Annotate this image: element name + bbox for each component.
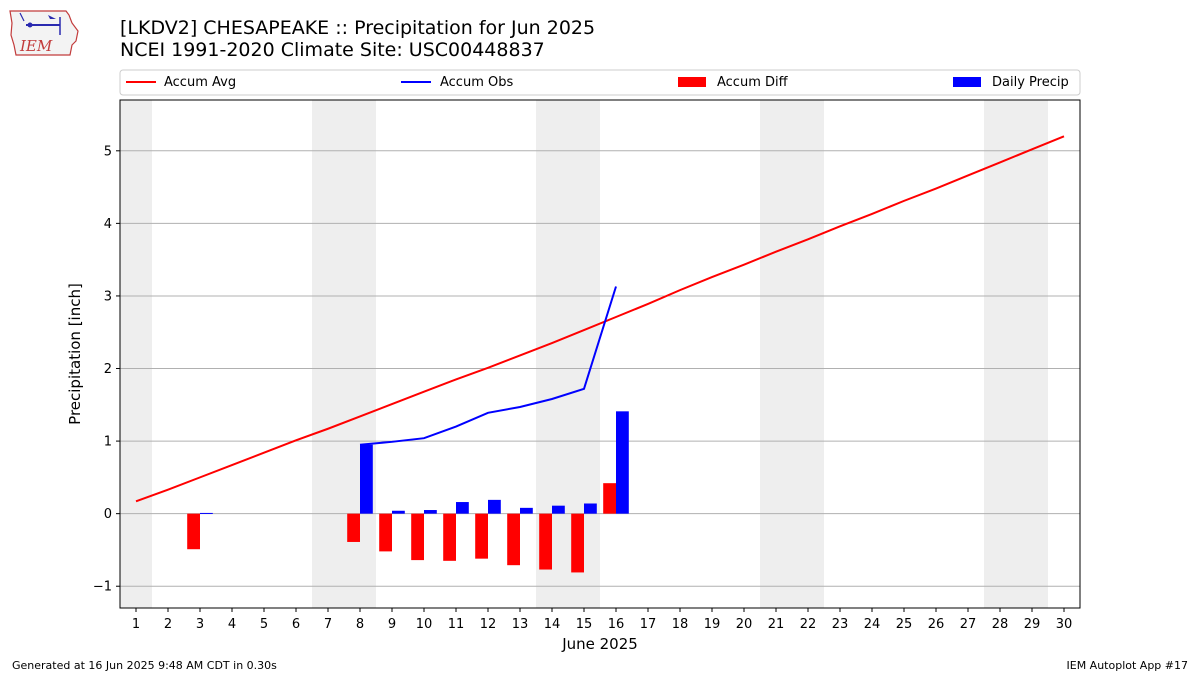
x-tick-label: 14: [544, 617, 561, 632]
grid-lines: [120, 150, 1080, 587]
daily-precip-bar: [584, 503, 597, 514]
y-tick-label: 1: [104, 435, 112, 450]
weekend-shading: [120, 100, 1048, 608]
weekend-band: [760, 100, 824, 608]
x-tick-label: 10: [416, 617, 433, 632]
legend: Accum Avg Accum Obs Accum Diff Daily Precip: [119, 69, 1081, 96]
accum-diff-bar: [411, 513, 424, 561]
chart-title: [LKDV2] CHESAPEAKE :: Precipitation for …: [120, 17, 596, 39]
accum-diff-bar: [603, 483, 616, 514]
accum-avg-line: [135, 135, 1065, 503]
accum-diff-bar: [507, 513, 520, 566]
y-tick-label: 0: [104, 507, 112, 522]
x-tick-label: 19: [704, 617, 721, 632]
accum-obs-line: [359, 286, 617, 446]
x-tick-label: 9: [388, 617, 396, 632]
legend-label: Accum Avg: [164, 75, 236, 90]
chart-subtitle: NCEI 1991-2020 Climate Site: USC00448837: [120, 39, 545, 61]
daily-precip-bar: [520, 507, 533, 514]
legend-label: Daily Precip: [992, 75, 1069, 90]
x-tick-label: 27: [960, 617, 977, 632]
x-tick-label: 11: [448, 617, 465, 632]
y-axis-label: Precipitation [inch]: [66, 283, 84, 425]
legend-swatch: [953, 77, 981, 87]
x-tick-label: 30: [1056, 617, 1073, 632]
line-series: [135, 135, 1065, 503]
y-tick-label: 4: [104, 217, 112, 232]
daily-precip-bar: [456, 502, 469, 514]
y-axis-ticks: −1 0 1 2 3 4 5: [93, 144, 120, 595]
y-tick-label: 3: [104, 289, 112, 304]
accum-diff-bar: [187, 513, 200, 550]
daily-precip-bar: [488, 499, 501, 514]
legend-label: Accum Obs: [440, 75, 513, 90]
accum-diff-bar: [443, 513, 456, 561]
iem-logo: IEM: [9, 10, 79, 56]
legend-box: [119, 69, 1081, 96]
x-tick-label: 17: [640, 617, 657, 632]
accum-diff-bar: [379, 513, 392, 552]
x-tick-label: 6: [292, 617, 300, 632]
weekend-band: [120, 100, 152, 608]
daily-precip-bar: [424, 510, 437, 514]
legend-label: Accum Diff: [717, 75, 789, 90]
weekend-band: [312, 100, 376, 608]
daily-precip-bar: [552, 505, 565, 514]
x-tick-label: 23: [832, 617, 849, 632]
x-tick-label: 16: [608, 617, 625, 632]
x-tick-label: 7: [324, 617, 332, 632]
x-tick-label: 28: [992, 617, 1009, 632]
accum-diff-bar: [539, 513, 552, 570]
generated-timestamp: Generated at 16 Jun 2025 9:48 AM CDT in …: [12, 659, 277, 672]
x-axis-ticks: 1 2 3 4 5 6 7 8 9 10 11 12 13 14 15 16 17 18 19 20 21 22 23 24 2…: [132, 608, 1072, 632]
bar-series: [187, 411, 629, 573]
x-tick-label: 25: [896, 617, 913, 632]
x-tick-label: 12: [480, 617, 497, 632]
x-tick-label: 4: [228, 617, 236, 632]
accum-diff-bar: [571, 513, 584, 573]
iowa-outline-icon: [9, 10, 79, 56]
x-tick-label: 20: [736, 617, 753, 632]
accum-diff-bar: [347, 513, 360, 542]
x-tick-label: 21: [768, 617, 785, 632]
daily-precip-bar: [200, 512, 213, 514]
legend-swatch: [678, 77, 706, 87]
x-tick-label: 18: [672, 617, 689, 632]
x-tick-label: 2: [164, 617, 172, 632]
x-tick-label: 1: [132, 617, 140, 632]
plot-frame: [119, 99, 1081, 609]
logo-text: IEM: [19, 37, 53, 55]
daily-precip-bar: [360, 444, 373, 514]
y-tick-label: −1: [93, 580, 112, 595]
x-tick-label: 8: [356, 617, 364, 632]
app-credit: IEM Autoplot App #17: [1066, 659, 1189, 672]
y-tick-label: 2: [104, 362, 112, 377]
x-tick-label: 26: [928, 617, 945, 632]
daily-precip-bar: [392, 510, 405, 514]
x-tick-label: 29: [1024, 617, 1041, 632]
x-tick-label: 3: [196, 617, 204, 632]
x-tick-label: 24: [864, 617, 881, 632]
daily-precip-bar: [616, 411, 629, 514]
x-tick-label: 13: [512, 617, 529, 632]
weekend-band: [984, 100, 1048, 608]
x-tick-label: 22: [800, 617, 817, 632]
x-tick-label: 5: [260, 617, 268, 632]
x-axis-label: June 2025: [561, 635, 638, 653]
x-tick-label: 15: [576, 617, 593, 632]
accum-diff-bar: [475, 513, 488, 559]
y-tick-label: 5: [104, 144, 112, 159]
